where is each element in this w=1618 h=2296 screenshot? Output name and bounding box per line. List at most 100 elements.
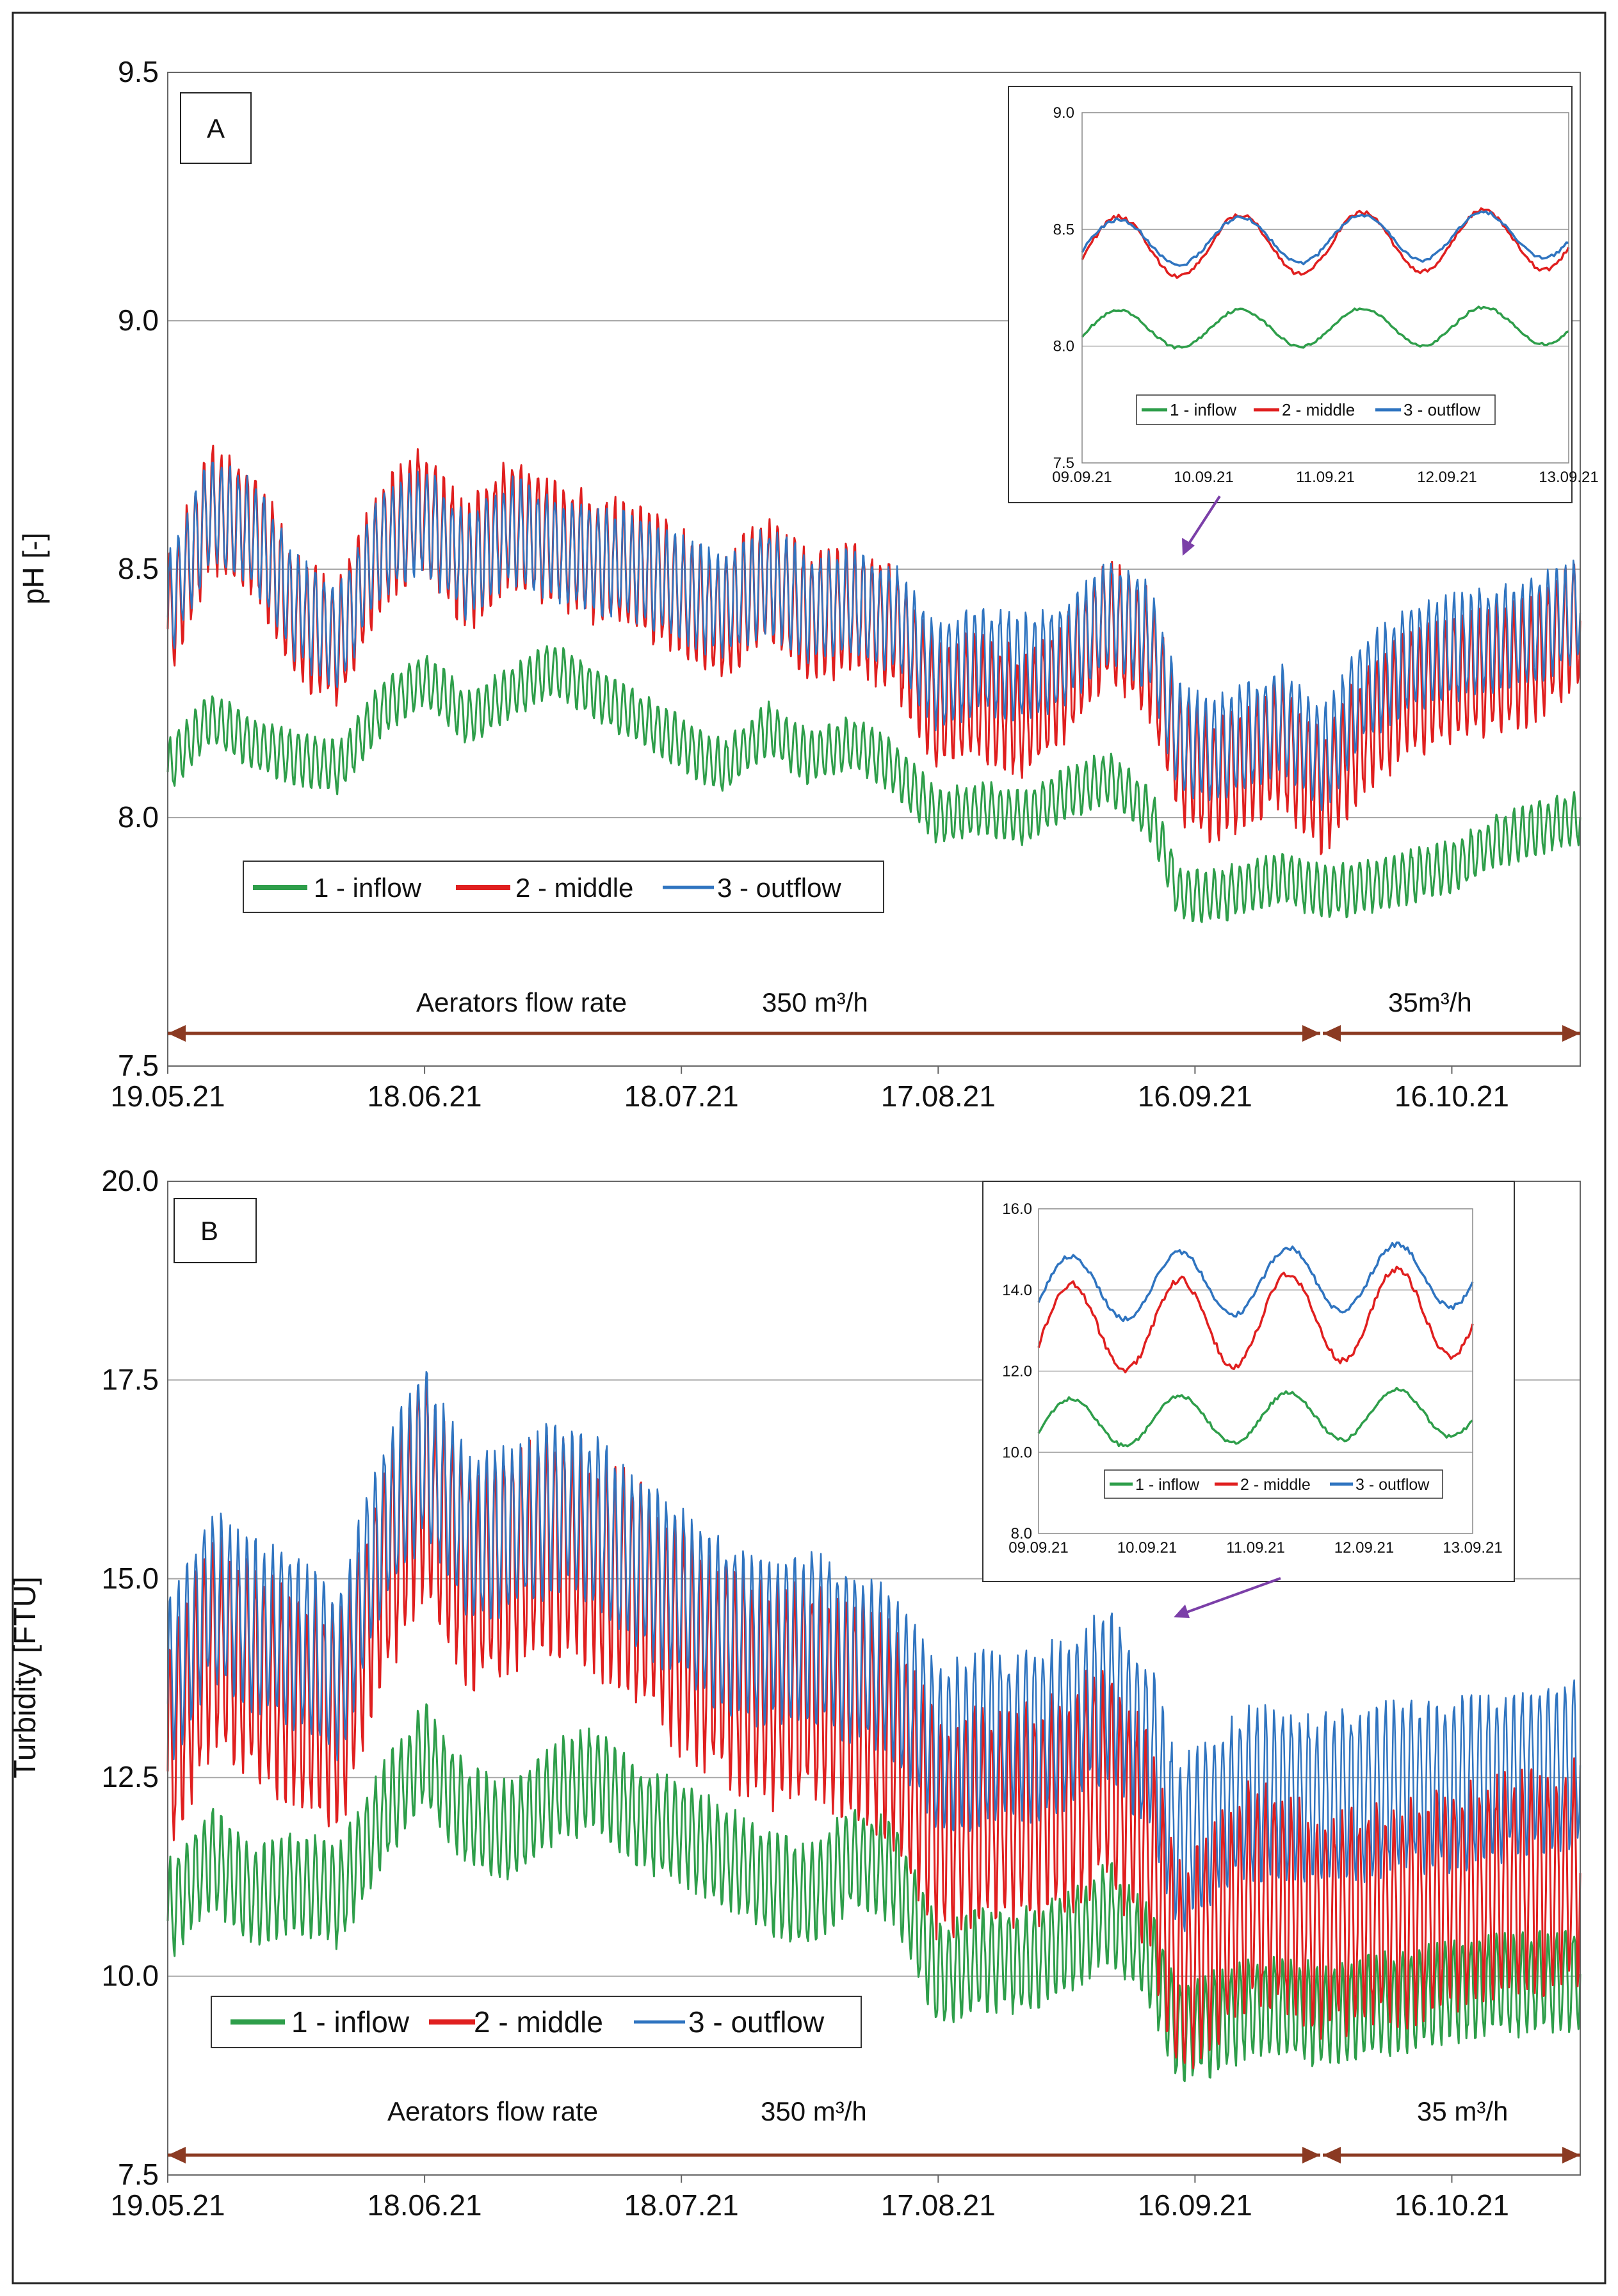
y-tick-label: 15.0 — [101, 1562, 159, 1595]
panel-a-series — [166, 444, 1582, 923]
inset-a-y-axis: 7.5 8.0 8.5 9.0 — [1053, 104, 1074, 472]
inset-a-x-axis: 09.09.21 10.09.21 11.09.21 12.09.21 13.09.21 — [1052, 469, 1598, 486]
inset-b-legend: 1 - inflow 2 - middle 3 - outflow — [1104, 1469, 1443, 1499]
inset-series-inflow — [1081, 305, 1569, 350]
panel-b-legend: 1 - inflow 2 - middle 3 - outflow — [211, 1996, 862, 2048]
panel-b-inset: 8.0 10.0 12.0 14.0 16.0 09.09.21 10.09.21 11.0… — [982, 1181, 1515, 1582]
aerator-label: Aerators flow rate — [416, 987, 627, 1017]
inset-y-tick-label: 12.0 — [1002, 1363, 1032, 1380]
series-inflow — [166, 645, 1582, 923]
panel-a-x-axis: 19.05.21 18.06.21 18.07.21 17.08.21 16.09.21… — [110, 1066, 1509, 1113]
x-tick-label: 18.07.21 — [624, 2188, 739, 2222]
panel-a-inset: 7.5 8.0 8.5 9.0 09.09.21 10.09.21 11.09.21 12.… — [1008, 86, 1599, 503]
legend-b-label-middle: 2 - middle — [474, 2005, 603, 2039]
inset-a-plot-frame — [1081, 112, 1569, 464]
series-outflow — [166, 1371, 1582, 1932]
inset-x-tick-label: 09.09.21 — [1008, 1539, 1068, 1556]
inset-a-callout-head — [1182, 538, 1195, 556]
panel-b-x-axis: 19.05.21 18.06.21 18.07.21 17.08.21 16.09.21… — [110, 2175, 1509, 2222]
arrow-b-low-right-head — [1562, 2147, 1580, 2163]
aerator-b-rate-high: 350 m³/h — [761, 2096, 867, 2126]
x-tick-label: 18.07.21 — [624, 1079, 739, 1113]
inset-a-gridlines — [1082, 229, 1569, 347]
inset-y-tick-label: 8.5 — [1053, 221, 1074, 238]
inset-b-callout-line — [1183, 1577, 1281, 1615]
x-tick-label: 16.10.21 — [1395, 1079, 1509, 1113]
inset-series-outflow — [1081, 210, 1569, 267]
panel-a-plot-frame — [167, 72, 1581, 1067]
arrow-high-right-head — [1302, 1025, 1320, 1042]
panel-b-aerator-annotation: Aerators flow rate 350 m³/h 35 m³/h — [168, 2096, 1580, 2163]
panel-b: 7.5 10.0 12.5 15.0 17.5 20.0 19.05.21 18.06.21… — [8, 1164, 1582, 2222]
y-tick-label: 17.5 — [101, 1362, 159, 1396]
y-tick-label: 12.5 — [101, 1760, 159, 1793]
inset-series-middle — [1037, 1265, 1474, 1373]
inset-x-tick-label: 11.09.21 — [1226, 1539, 1285, 1556]
series-inflow — [166, 1703, 1582, 2083]
inset-y-tick-label: 16.0 — [1002, 1201, 1032, 1218]
inset-y-tick-label: 14.0 — [1002, 1282, 1032, 1299]
arrow-high-left-head — [168, 1025, 186, 1042]
inset-x-tick-label: 09.09.21 — [1052, 469, 1112, 486]
x-tick-label: 16.10.21 — [1395, 2188, 1509, 2222]
inset-series-outflow — [1037, 1241, 1474, 1323]
inset-b-legend-inflow: 1 - inflow — [1135, 1476, 1200, 1494]
panel-a-legend-box — [243, 861, 884, 913]
inset-a-legend: 1 - inflow 2 - middle 3 - outflow — [1136, 394, 1496, 425]
arrow-low-left-head — [1323, 1025, 1341, 1042]
panel-b-plot-frame — [167, 1181, 1581, 2176]
y-tick-label: 8.0 — [118, 800, 159, 834]
panel-b-label-box — [174, 1198, 257, 1263]
inset-a-frame — [1008, 86, 1573, 503]
inset-b-plot-frame — [1038, 1208, 1473, 1534]
inset-y-tick-label: 10.0 — [1002, 1444, 1032, 1461]
x-tick-label: 18.06.21 — [368, 1079, 482, 1113]
arrow-b-low-left-head — [1323, 2147, 1341, 2163]
arrow-b-high-right-head — [1302, 2147, 1320, 2163]
panel-a-aerator-annotation: Aerators flow rate 350 m³/h 35m³/h — [168, 987, 1580, 1042]
arrow-low-right-head — [1562, 1025, 1580, 1042]
inset-b-x-axis: 09.09.21 10.09.21 11.09.21 12.09.21 13.09.21 — [1008, 1539, 1502, 1556]
inset-a-callout-line — [1185, 495, 1221, 549]
y-tick-label: 8.5 — [118, 552, 159, 585]
inset-y-tick-label: 7.5 — [1053, 455, 1074, 472]
inset-a-legend-inflow: 1 - inflow — [1170, 400, 1236, 419]
inset-a-series — [1081, 207, 1570, 350]
inset-b-legend-middle: 2 - middle — [1240, 1476, 1311, 1494]
inset-x-tick-label: 11.09.21 — [1296, 469, 1355, 486]
inset-x-tick-label: 10.09.21 — [1174, 469, 1233, 486]
panel-a-ylabel: pH [-] — [17, 533, 50, 604]
panel-a-label-box — [180, 92, 252, 164]
inset-y-tick-label: 8.0 — [1011, 1525, 1032, 1542]
aerator-b-rate-low: 35 m³/h — [1417, 2096, 1508, 2126]
panel-b-legend-box — [211, 1996, 862, 2048]
x-tick-label: 19.05.21 — [110, 2188, 225, 2222]
inset-series-middle — [1081, 207, 1570, 279]
panel-a-y-axis: 7.5 8.0 8.5 9.0 9.5 — [118, 55, 159, 1082]
y-tick-label: 7.5 — [118, 2158, 159, 2191]
panel-b-ylabel: Turbidity [FTU] — [8, 1576, 42, 1779]
inset-x-tick-label: 10.09.21 — [1117, 1539, 1177, 1556]
panel-b-y-axis: 7.5 10.0 12.5 15.0 17.5 20.0 — [101, 1164, 159, 2191]
legend-b-label-outflow: 3 - outflow — [688, 2005, 825, 2039]
panel-a-label: A — [207, 113, 225, 143]
inset-series-inflow — [1037, 1387, 1473, 1448]
panel-b-label: B — [200, 1216, 218, 1246]
inset-b-frame — [982, 1181, 1515, 1582]
panel-b-series — [166, 1371, 1582, 2083]
y-tick-label: 9.5 — [118, 55, 159, 88]
inset-x-tick-label: 12.09.21 — [1334, 1539, 1394, 1556]
y-tick-label: 20.0 — [101, 1164, 159, 1197]
x-tick-label: 16.09.21 — [1138, 2188, 1252, 2222]
y-tick-label: 10.0 — [101, 1959, 159, 1993]
aerator-b-label: Aerators flow rate — [387, 2096, 598, 2126]
inset-x-tick-label: 13.09.21 — [1539, 469, 1598, 486]
x-tick-label: 19.05.21 — [110, 1079, 225, 1113]
y-tick-label: 7.5 — [118, 1049, 159, 1082]
x-tick-label: 17.08.21 — [881, 1079, 996, 1113]
y-tick-label: 9.0 — [118, 303, 159, 337]
x-tick-label: 17.08.21 — [881, 2188, 996, 2222]
panel-a-legend: 1 - inflow 2 - middle 3 - outflow — [243, 861, 884, 913]
inset-b-y-axis: 8.0 10.0 12.0 14.0 16.0 — [1002, 1201, 1032, 1542]
